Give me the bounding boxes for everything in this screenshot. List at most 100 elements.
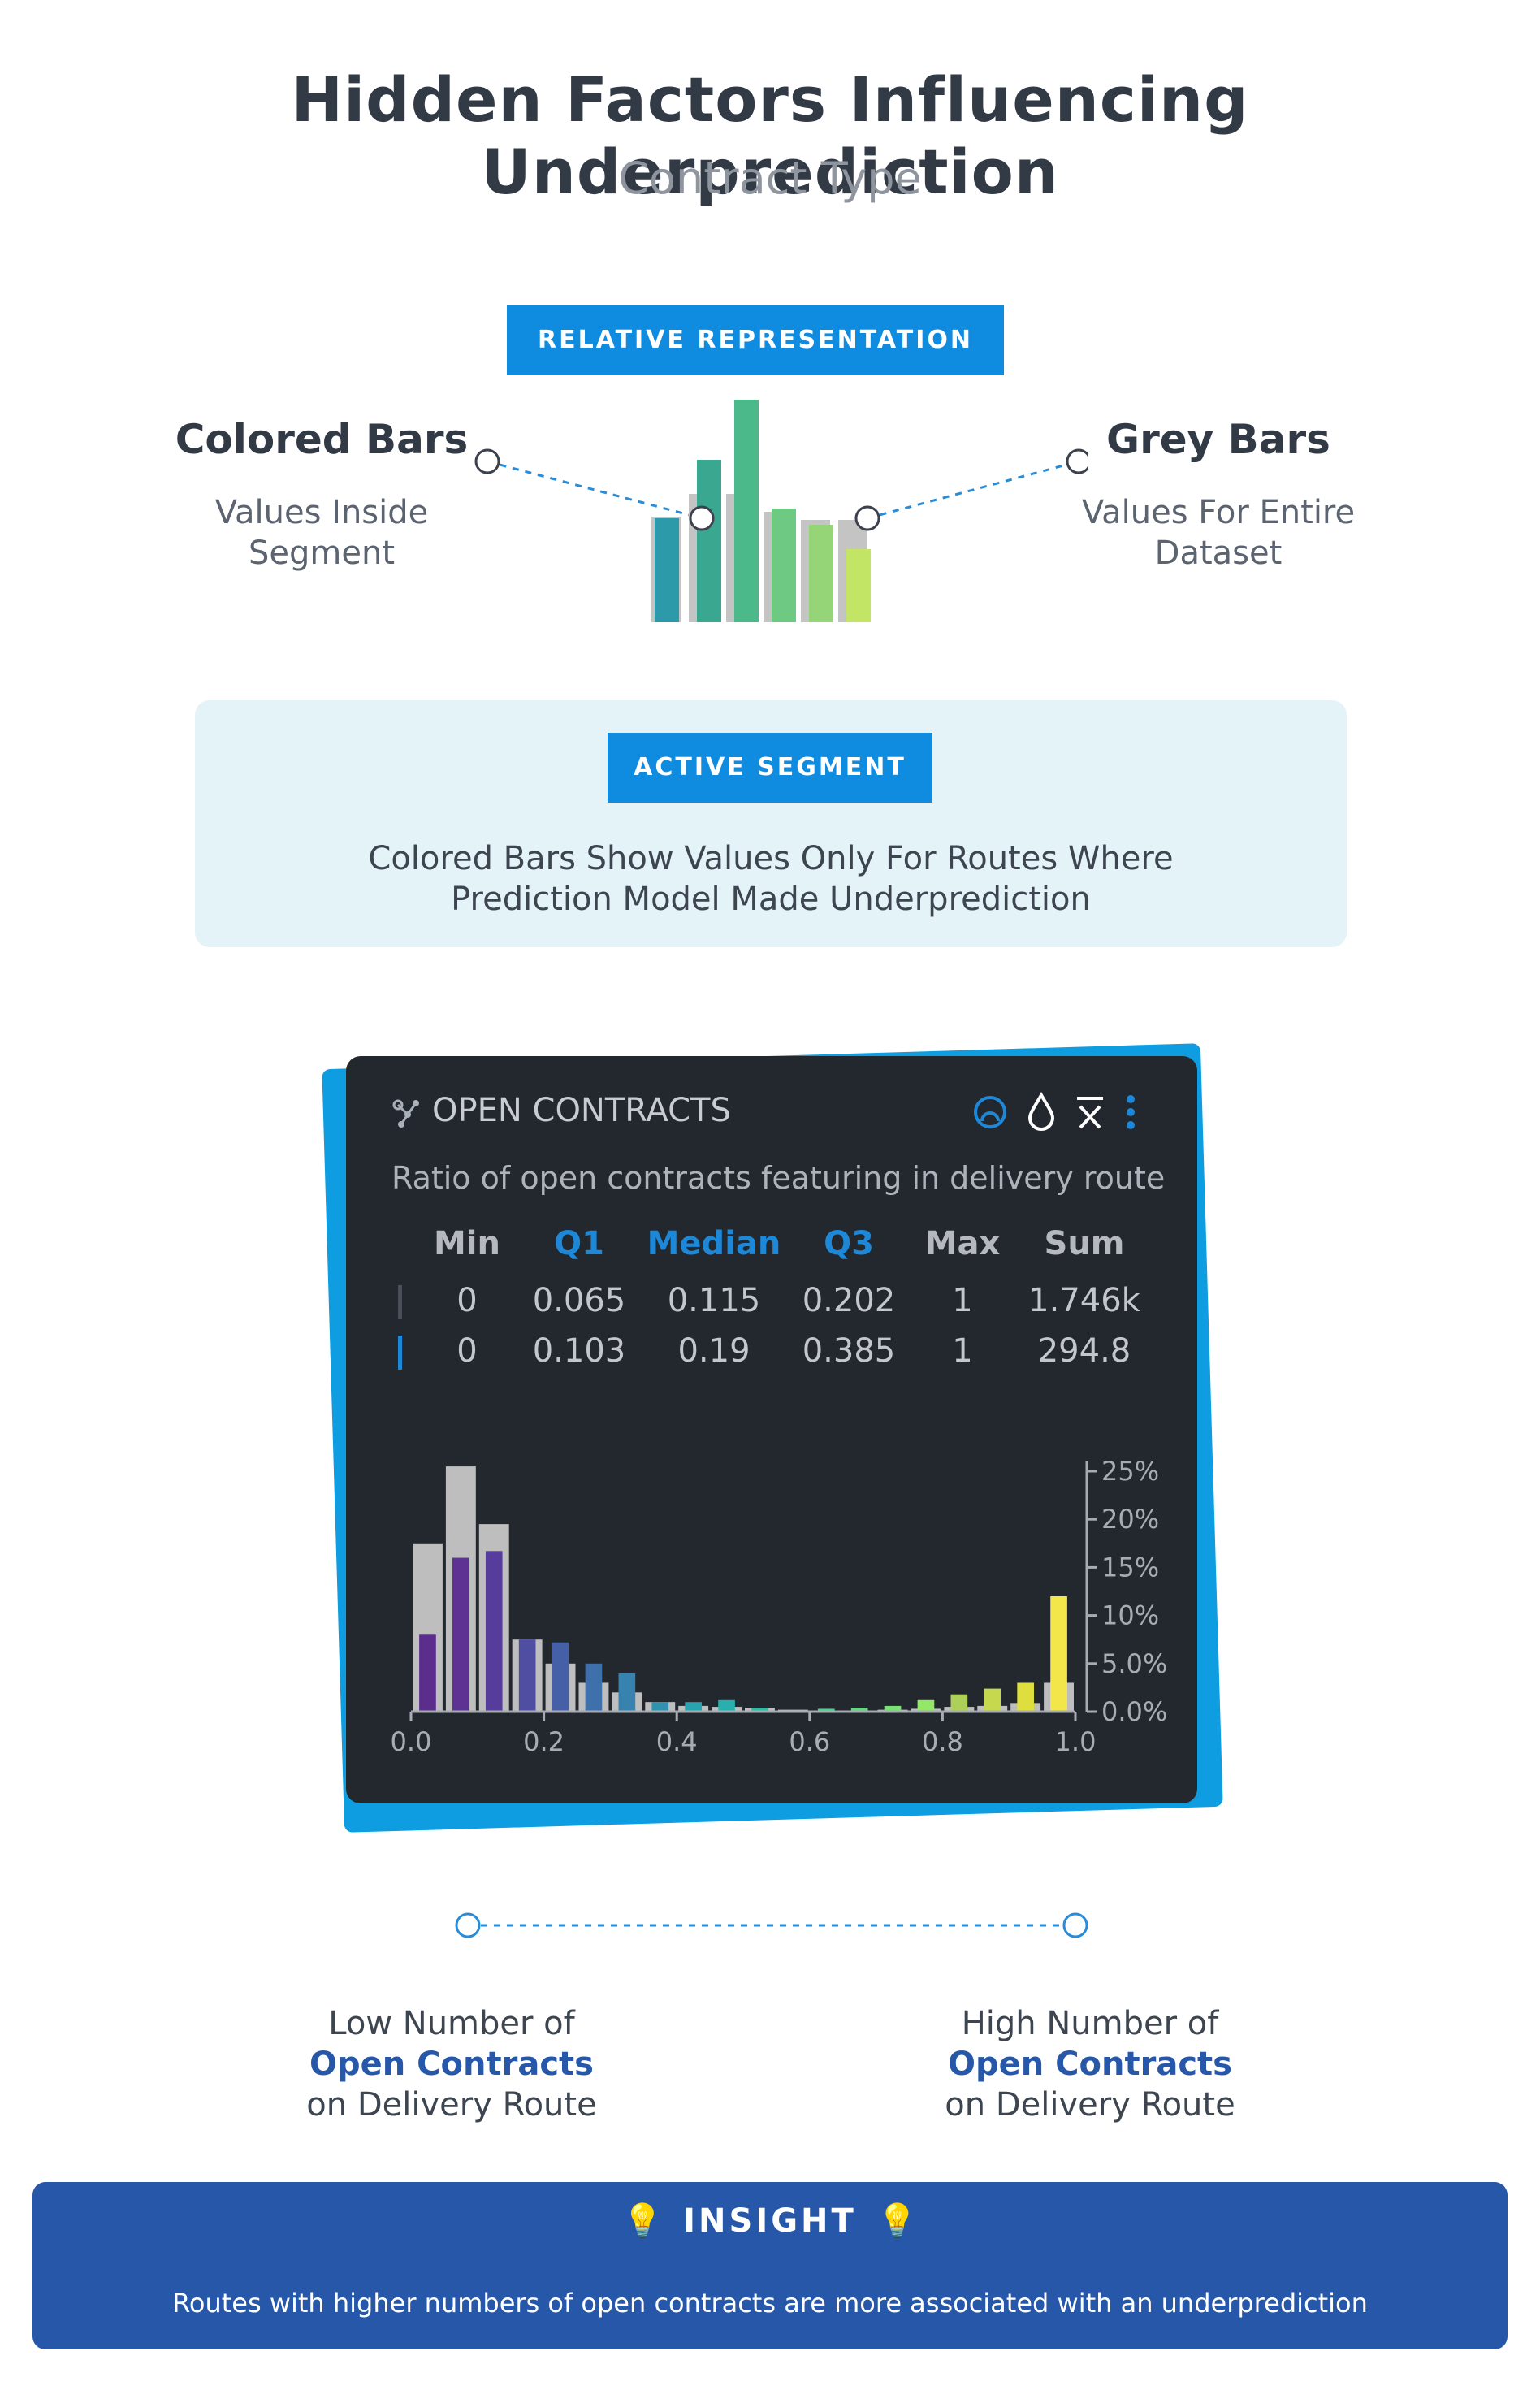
- stats-table: Min Q1 Median Q3 Max Sum 0 0.065 0.115 0…: [398, 1225, 1178, 1379]
- segment-bar: [718, 1699, 735, 1712]
- lightbulb-icon: 💡: [876, 2202, 918, 2240]
- segment-bar: [651, 1702, 669, 1712]
- scale-low-marker: [455, 1912, 481, 1938]
- stats-cell: 0.19: [677, 1332, 751, 1370]
- insight-panel: [32, 2182, 1508, 2349]
- colored-bars-heading: Colored Bars: [175, 416, 469, 463]
- scale-high-marker: [1062, 1912, 1088, 1938]
- segment-circle-icon[interactable]: [971, 1093, 1009, 1131]
- segment-bar: [1017, 1682, 1034, 1712]
- stats-header-q1: Q1: [554, 1225, 604, 1262]
- stats-header-max: Max: [924, 1225, 1001, 1262]
- y-tick-label: 20%: [1101, 1504, 1159, 1535]
- segment-bar: [917, 1699, 935, 1712]
- legend-colored-bar: [809, 525, 833, 622]
- segment-bar: [984, 1688, 1001, 1712]
- stats-cell: 0.103: [532, 1332, 626, 1370]
- y-tick-label: 0.0%: [1101, 1696, 1167, 1727]
- active-segment-desc: Colored Bars Show Values Only For Routes…: [195, 838, 1347, 920]
- segment-bar: [850, 1708, 868, 1712]
- grey-connector-line: [867, 460, 1079, 520]
- legend-illustration: [474, 400, 1088, 622]
- colored-connector-end: [689, 505, 715, 531]
- stats-header-q3: Q3: [824, 1225, 874, 1262]
- colored-bars-desc-line-1: Values Inside: [214, 494, 429, 531]
- stats-cell: 1: [952, 1332, 973, 1370]
- histogram-chart: 0.0 0.2 0.4 0.6 0.8 1.00.0% 5.0% 10% 15% 20% 25%: [391, 1456, 1168, 1757]
- network-icon: [392, 1099, 419, 1128]
- more-vertical-icon[interactable]: [1123, 1093, 1139, 1131]
- x-tick-label: 0.2: [523, 1726, 565, 1757]
- segment-bar: [817, 1708, 835, 1712]
- scale-connector: [455, 1912, 1088, 1938]
- colored-bars-desc-line-2: Segment: [249, 535, 395, 572]
- scale-low-line-2: Open Contracts: [309, 2046, 594, 2083]
- stats-cell: 0: [456, 1332, 478, 1370]
- legend-colored-bar: [734, 400, 759, 622]
- stats-cell: 0.202: [802, 1282, 896, 1319]
- drop-icon[interactable]: [1025, 1092, 1058, 1131]
- x-tick-label: 0.8: [922, 1726, 963, 1757]
- y-tick-label: 10%: [1101, 1600, 1159, 1631]
- scale-high-line-2: Open Contracts: [948, 2046, 1232, 2083]
- x-tick-label: 1.0: [1055, 1726, 1097, 1757]
- insight-text: Routes with higher numbers of open contr…: [172, 2288, 1368, 2319]
- legend-colored-bar: [772, 509, 796, 622]
- page-subtitle: Contract Type: [618, 153, 922, 204]
- colored-bars-desc: Values Inside Segment: [162, 492, 481, 574]
- grey-bars-desc: Values For Entire Dataset: [1056, 492, 1381, 574]
- segment-bar: [552, 1642, 569, 1712]
- relative-representation-badge: RELATIVE REPRESENTATION: [507, 305, 1004, 375]
- card-description: Ratio of open contracts featuring in del…: [391, 1160, 1166, 1196]
- segment-bar: [585, 1663, 603, 1712]
- stats-header-sum: Sum: [1044, 1225, 1125, 1262]
- stats-cell: 0.065: [532, 1282, 626, 1319]
- segment-bar: [419, 1634, 436, 1712]
- stats-cell: 0.115: [667, 1282, 761, 1319]
- scale-high-label: High Number of Open Contracts on Deliver…: [887, 2003, 1293, 2125]
- stats-header-min: Min: [434, 1225, 500, 1262]
- y-tick-label: 5.0%: [1101, 1648, 1167, 1679]
- active-segment-desc-line-2: Prediction Model Made Underprediction: [451, 881, 1091, 918]
- stats-cell: 1: [952, 1282, 973, 1319]
- segment-bar: [950, 1694, 968, 1712]
- y-tick-label: 15%: [1101, 1552, 1159, 1583]
- y-tick-label: 25%: [1101, 1456, 1159, 1487]
- grey-bars-desc-line-1: Values For Entire: [1081, 494, 1356, 531]
- legend-colored-bar: [655, 518, 679, 622]
- active-segment-desc-line-1: Colored Bars Show Values Only For Routes…: [368, 840, 1174, 877]
- segment-bar: [751, 1708, 768, 1712]
- stats-cell: 1.746k: [1028, 1282, 1140, 1319]
- card-title: OPEN CONTRACTS: [432, 1092, 731, 1129]
- segment-bar: [518, 1639, 536, 1712]
- segment-bar: [452, 1557, 469, 1712]
- page-title: Hidden Factors Influencing Underpredicti…: [291, 63, 1249, 208]
- segment-bar: [618, 1673, 636, 1712]
- active-segment-badge: ACTIVE SEGMENT: [608, 733, 932, 803]
- scale-low-line-3: on Delivery Route: [306, 2086, 597, 2124]
- x-tick-label: 0.0: [391, 1726, 432, 1757]
- x-tick-label: 0.6: [789, 1726, 830, 1757]
- legend-colored-bar: [697, 460, 721, 622]
- segment-bar: [685, 1702, 702, 1712]
- colored-connector-line: [487, 460, 703, 520]
- stats-header-median: Median: [647, 1225, 781, 1262]
- x-tick-label: 0.4: [656, 1726, 698, 1757]
- colored-connector-start: [474, 448, 500, 474]
- insight-header: 💡 INSIGHT 💡: [32, 2202, 1508, 2240]
- grey-bars-heading: Grey Bars: [1106, 416, 1330, 463]
- lightbulb-icon: 💡: [622, 2202, 664, 2240]
- segment-bar: [1050, 1596, 1067, 1712]
- segment-bar: [884, 1705, 902, 1712]
- stats-cell: 294.8: [1037, 1332, 1131, 1370]
- x-bar-icon[interactable]: [1074, 1093, 1106, 1131]
- stats-cell: 0.385: [802, 1332, 896, 1370]
- insight-title: INSIGHT: [683, 2202, 857, 2240]
- scale-low-line-1: Low Number of: [328, 2005, 575, 2042]
- stats-cell: 0: [456, 1282, 478, 1319]
- scale-high-line-1: High Number of: [961, 2005, 1219, 2042]
- segment-bar: [485, 1551, 503, 1712]
- grey-connector-start: [854, 505, 880, 531]
- grey-bars-desc-line-2: Dataset: [1154, 535, 1283, 572]
- scale-high-line-3: on Delivery Route: [945, 2086, 1235, 2124]
